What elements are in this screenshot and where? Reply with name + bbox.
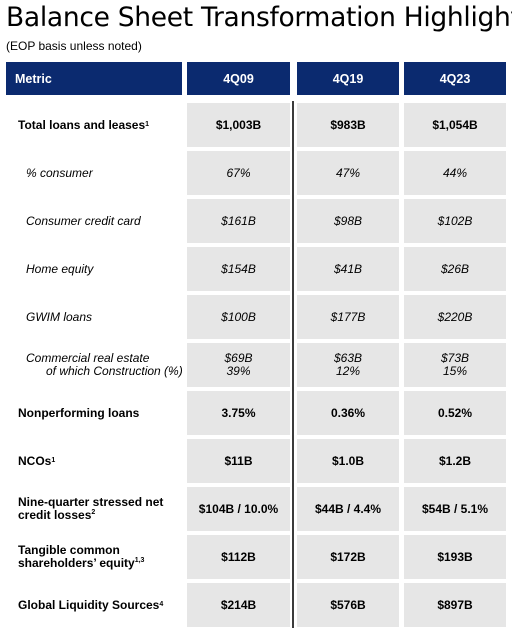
cell-cre-4q09: $69B 39% [187,343,290,387]
cell-cre-4q19: $63B 12% [297,343,399,387]
cell-pct-consumer-4q23: 44% [404,151,506,195]
cell-home-equity-4q19: $41B [297,247,399,291]
row-label-nonperforming-loans: Nonperforming loans [18,405,140,420]
cell-gls-4q09: $214B [187,583,290,627]
cell-total-loans-4q19: $983B [297,103,399,147]
cell-gwim-4q09: $100B [187,295,290,339]
row-label-gwim-loans: GWIM loans [26,309,93,324]
header-4q23: 4Q23 [404,62,506,95]
column-divider [292,101,294,628]
page-title: Balance Sheet Transformation Highlights [6,2,512,33]
cell-total-loans-4q23: $1,054B [404,103,506,147]
cell-tce-4q23: $193B [404,535,506,579]
cell-stressed-4q23: $54B / 5.1% [404,487,506,531]
row-label-home-equity: Home equity [26,261,94,276]
cell-tce-4q19: $172B [297,535,399,579]
cell-home-equity-4q09: $154B [187,247,290,291]
cell-gwim-4q23: $220B [404,295,506,339]
cell-pct-consumer-4q09: 67% [187,151,290,195]
cell-ncos-4q23: $1.2B [404,439,506,483]
cell-npl-4q09: 3.75% [187,391,290,435]
cell-ncos-4q09: $11B [187,439,290,483]
header-4q19: 4Q19 [297,62,399,95]
page-subtitle: (EOP basis unless noted) [6,39,142,53]
row-label-tangible-common-equity: Tangible common shareholders’ equity1,3 [18,543,145,570]
cell-credit-card-4q09: $161B [187,199,290,243]
row-label-pct-consumer: % consumer [26,165,93,180]
cell-credit-card-4q23: $102B [404,199,506,243]
cell-gls-4q23: $897B [404,583,506,627]
row-label-total-loans: Total loans and leases 1 [18,117,150,132]
cell-home-equity-4q23: $26B [404,247,506,291]
cell-stressed-4q09: $104B / 10.0% [187,487,290,531]
row-label-consumer-credit-card: Consumer credit card [26,213,141,228]
cell-npl-4q23: 0.52% [404,391,506,435]
cell-pct-consumer-4q19: 47% [297,151,399,195]
cell-gls-4q19: $576B [297,583,399,627]
row-label-ncos: NCOs 1 [18,453,56,468]
cell-credit-card-4q19: $98B [297,199,399,243]
header-metric: Metric [6,62,182,95]
row-label-commercial-real-estate: Commercial real estate of which Construc… [26,351,183,378]
cell-ncos-4q19: $1.0B [297,439,399,483]
cell-cre-4q23: $73B 15% [404,343,506,387]
cell-stressed-4q19: $44B / 4.4% [297,487,399,531]
cell-tce-4q09: $112B [187,535,290,579]
cell-npl-4q19: 0.36% [297,391,399,435]
header-4q09: 4Q09 [187,62,290,95]
cell-gwim-4q19: $177B [297,295,399,339]
cell-total-loans-4q09: $1,003B [187,103,290,147]
row-label-stressed-credit-losses: Nine-quarter stressed net credit losses2 [18,495,164,522]
row-label-global-liquidity: Global Liquidity Sources 4 [18,597,164,612]
